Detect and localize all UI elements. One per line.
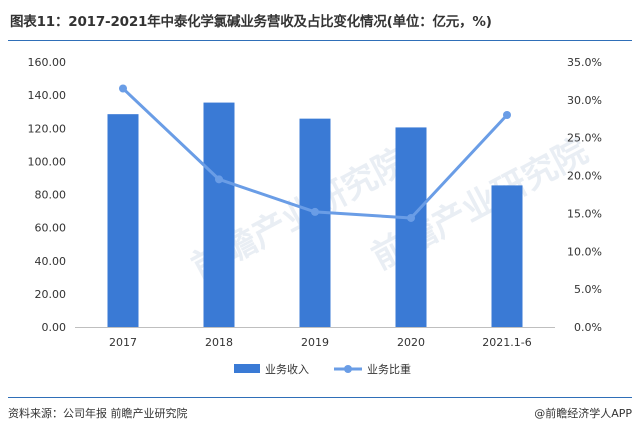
- bar: [203, 102, 235, 327]
- bar: [299, 118, 331, 327]
- x-tick-label: 2019: [301, 336, 329, 349]
- line-point: [215, 175, 223, 184]
- bar-series: [107, 102, 523, 327]
- chart: 前瞻产业研究院前瞻产业研究院 0.00 20.00 40.00 60.00 80.00 1…: [28, 56, 603, 376]
- line-point: [503, 111, 511, 119]
- x-tick-label: 2018: [205, 336, 233, 349]
- source-divider: [8, 397, 632, 398]
- y-axis-right: 0.0% 5.0% 10.0% 15.0% 20.0% 25.0% 30.0% 35.0%: [567, 56, 602, 334]
- watermark-group: 前瞻产业研究院前瞻产业研究院: [185, 131, 594, 288]
- legend-swatch-point: [344, 365, 352, 373]
- bar: [491, 185, 523, 327]
- bar: [107, 114, 139, 327]
- legend: 业务收入 业务比重: [234, 362, 411, 376]
- line-point: [311, 207, 319, 216]
- source-note: 资料来源：公司年报 前瞻产业研究院: [8, 407, 188, 420]
- y-right-tick-label: 15.0%: [567, 207, 602, 220]
- line-point: [119, 84, 127, 93]
- y-right-tick-label: 35.0%: [567, 56, 602, 69]
- y-left-tick-label: 0.00: [42, 321, 67, 334]
- x-axis: 2017 2018 2019 2020 2021.1-6: [75, 327, 555, 349]
- y-right-tick-label: 30.0%: [567, 94, 602, 107]
- y-left-tick-label: 100.00: [28, 155, 67, 168]
- legend-label: 业务比重: [367, 362, 411, 376]
- x-tick-label: 2021.1-6: [482, 336, 531, 349]
- y-left-tick-label: 120.00: [28, 122, 67, 135]
- chart-title: 图表11：2017-2021年中泰化学氯碱业务营收及占比变化情况(单位：亿元，%…: [10, 14, 492, 30]
- x-tick-label: 2017: [109, 336, 137, 349]
- legend-swatch-bar: [234, 364, 260, 373]
- y-right-tick-label: 25.0%: [567, 132, 602, 145]
- line-series: [119, 84, 511, 222]
- x-tick-label: 2020: [397, 336, 425, 349]
- credit-note: @前瞻经济学人APP: [534, 407, 632, 420]
- y-left-tick-label: 140.00: [28, 89, 67, 102]
- bar: [395, 127, 427, 327]
- y-left-tick-label: 160.00: [28, 56, 67, 69]
- legend-label: 业务收入: [265, 362, 309, 376]
- title-divider: [8, 40, 632, 41]
- y-axis-left: 0.00 20.00 40.00 60.00 80.00 100.00 120.00 140.…: [28, 56, 67, 334]
- line-point: [407, 213, 415, 222]
- y-right-tick-label: 10.0%: [567, 245, 602, 258]
- y-right-tick-label: 20.0%: [567, 170, 602, 183]
- y-left-tick-label: 40.00: [35, 255, 67, 268]
- y-left-tick-label: 60.00: [35, 222, 67, 235]
- y-right-tick-label: 5.0%: [574, 283, 602, 296]
- y-left-tick-label: 20.00: [35, 288, 67, 301]
- y-right-tick-label: 0.0%: [574, 321, 602, 334]
- y-left-tick-label: 80.00: [35, 189, 67, 202]
